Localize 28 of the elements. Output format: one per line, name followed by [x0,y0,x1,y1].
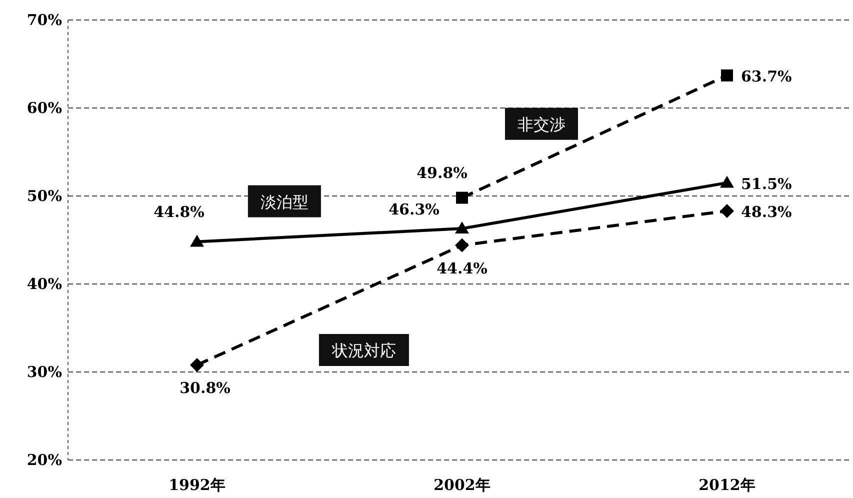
point [720,176,734,188]
y-tick-label: 70% [26,11,62,29]
y-tick-label: 60% [26,99,62,117]
x-tick-label: 2012年 [698,476,756,494]
point [721,69,733,82]
point [455,222,469,234]
data-label: 48.3% [741,202,792,221]
point [455,238,469,252]
x-tick-label: 2002年 [434,476,490,494]
series-label: 非交渉 [518,114,566,134]
point [456,192,468,204]
x-tick-label: 1992年 [168,476,226,494]
series-label: 淡泊型 [260,192,308,212]
y-tick-label: 30% [26,363,62,381]
data-label: 49.8% [416,164,468,182]
y-tick-label: 20% [26,451,62,469]
data-label: 30.8% [180,378,230,397]
point [190,234,204,247]
point [720,204,734,218]
data-label: 63.7% [741,67,792,86]
data-label: 51.5% [741,174,792,193]
data-label: 44.8% [154,202,204,221]
point [190,358,204,372]
y-tick-label: 50% [26,187,62,205]
y-tick-label: 40% [26,275,62,293]
data-label: 46.3% [388,200,440,219]
text: 状況対応 [330,341,396,360]
data-label: 44.4% [436,259,488,278]
